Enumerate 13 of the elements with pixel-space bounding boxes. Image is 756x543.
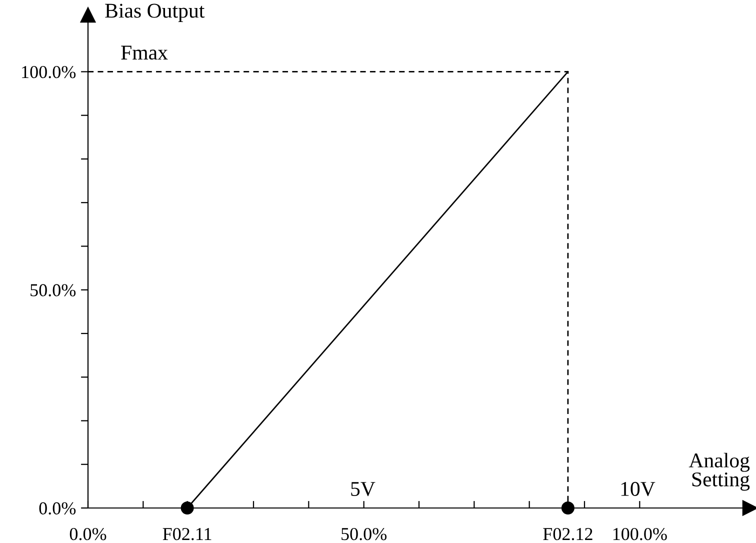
x-tick-label: 0.0%: [70, 528, 106, 540]
annotation: Fmax: [121, 46, 168, 60]
x-tick-label: 50.0%: [342, 528, 387, 540]
y-tick-label: 0.0%: [39, 502, 76, 515]
x-tick-label: 100.0%: [613, 528, 667, 540]
y-tick-label: 100.0%: [22, 66, 76, 78]
annotation: 5V: [351, 482, 376, 496]
x-axis-title: Analog Setting: [688, 452, 750, 491]
annotation: 10V: [621, 482, 656, 496]
x-tick-label: F02.11: [162, 528, 212, 540]
y-axis-title: Bias Output: [105, 4, 205, 22]
x-tick-label: F02.12: [543, 528, 592, 540]
y-tick-label: 50.0%: [30, 284, 76, 296]
